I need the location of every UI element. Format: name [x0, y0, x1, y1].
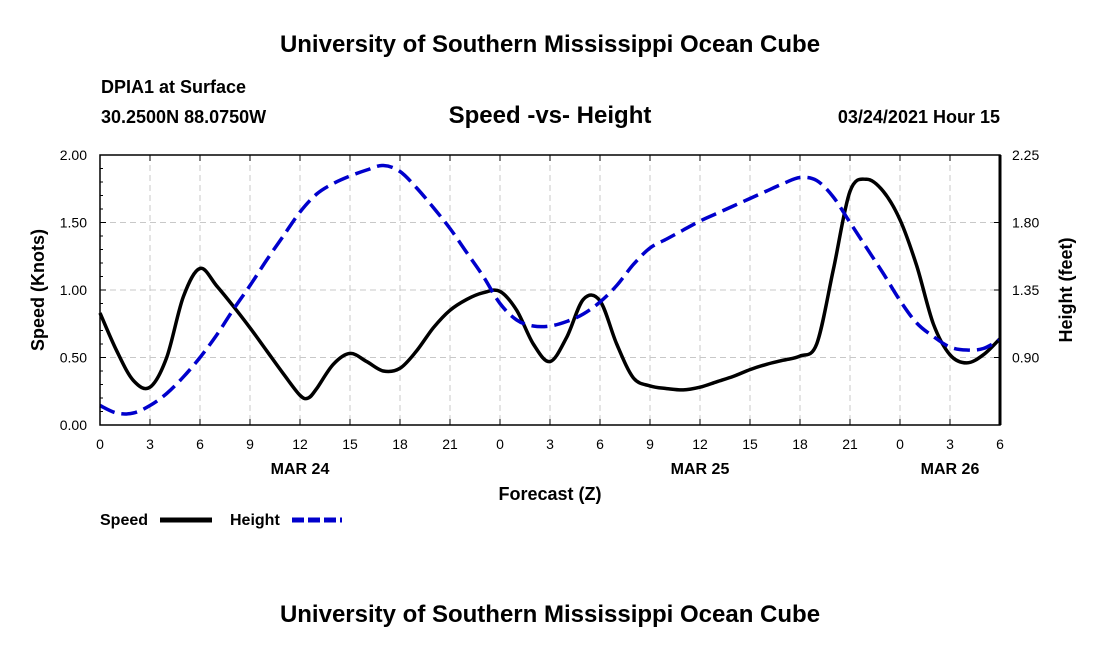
x-tick-label: 3 — [146, 436, 154, 452]
x-tick-label: 6 — [196, 436, 204, 452]
x-tick-label: 6 — [596, 436, 604, 452]
x-tick-label: 3 — [946, 436, 954, 452]
legend-label-speed: Speed — [100, 512, 148, 529]
x-tick-label: 12 — [692, 436, 708, 452]
y-tick-label: 1.00 — [60, 282, 87, 298]
series-line-height — [99, 163, 1001, 416]
chart-axes: 0 3 6 9 12 15 18 21 0 3 6 9 12 15 18 21 0 3 6 MAR 24 MAR 25 M… — [60, 147, 1040, 478]
x-tick-label: 18 — [792, 436, 808, 452]
forecast-datetime: 03/24/2021 Hour 15 — [837, 107, 1000, 127]
y-tick-label: 0.50 — [60, 350, 87, 366]
chart-subtitle: Speed -vs- Height — [448, 102, 652, 129]
x-tick-label: 0 — [896, 436, 904, 452]
y-tick-label: 1.50 — [60, 215, 87, 231]
x-date-label: MAR 26 — [921, 461, 980, 478]
y2-tick-label: 1.35 — [1012, 282, 1039, 298]
y2-axis-label: Height (feet) — [1056, 238, 1076, 343]
x-tick-label: 12 — [292, 436, 308, 452]
x-tick-label: 15 — [342, 436, 358, 452]
y-tick-label: 2.00 — [60, 147, 87, 163]
x-date-label: MAR 24 — [271, 461, 330, 478]
x-tick-label: 0 — [96, 436, 104, 452]
chart-grid — [100, 155, 1000, 425]
x-tick-label: 21 — [442, 436, 458, 452]
x-tick-label: 18 — [392, 436, 408, 452]
y-tick-label: 0.00 — [60, 417, 87, 433]
y2-tick-label: 0.90 — [1012, 350, 1039, 366]
coordinates-label: 30.2500N 88.0750W — [101, 107, 267, 127]
x-tick-label: 9 — [646, 436, 654, 452]
x-tick-label: 15 — [742, 436, 758, 452]
y-axis-label: Speed (Knots) — [28, 229, 48, 351]
y2-tick-label: 1.80 — [1012, 215, 1039, 231]
legend-label-height: Height — [230, 512, 280, 529]
x-tick-label: 0 — [496, 436, 504, 452]
chart-title: University of Southern Mississippi Ocean… — [279, 31, 821, 58]
footer-title: University of Southern Mississippi Ocean… — [279, 601, 821, 628]
x-date-label: MAR 25 — [671, 461, 730, 478]
chart-series — [98, 163, 1002, 416]
x-axis-label: Forecast (Z) — [498, 484, 601, 504]
x-tick-label: 3 — [546, 436, 554, 452]
series-line-speed — [98, 177, 1002, 401]
x-tick-label: 21 — [842, 436, 858, 452]
x-tick-label: 9 — [246, 436, 254, 452]
y2-tick-label: 2.25 — [1012, 147, 1039, 163]
chart-legend: Speed Height — [100, 512, 342, 529]
x-tick-label: 6 — [996, 436, 1004, 452]
station-label: DPIA1 at Surface — [101, 77, 247, 97]
